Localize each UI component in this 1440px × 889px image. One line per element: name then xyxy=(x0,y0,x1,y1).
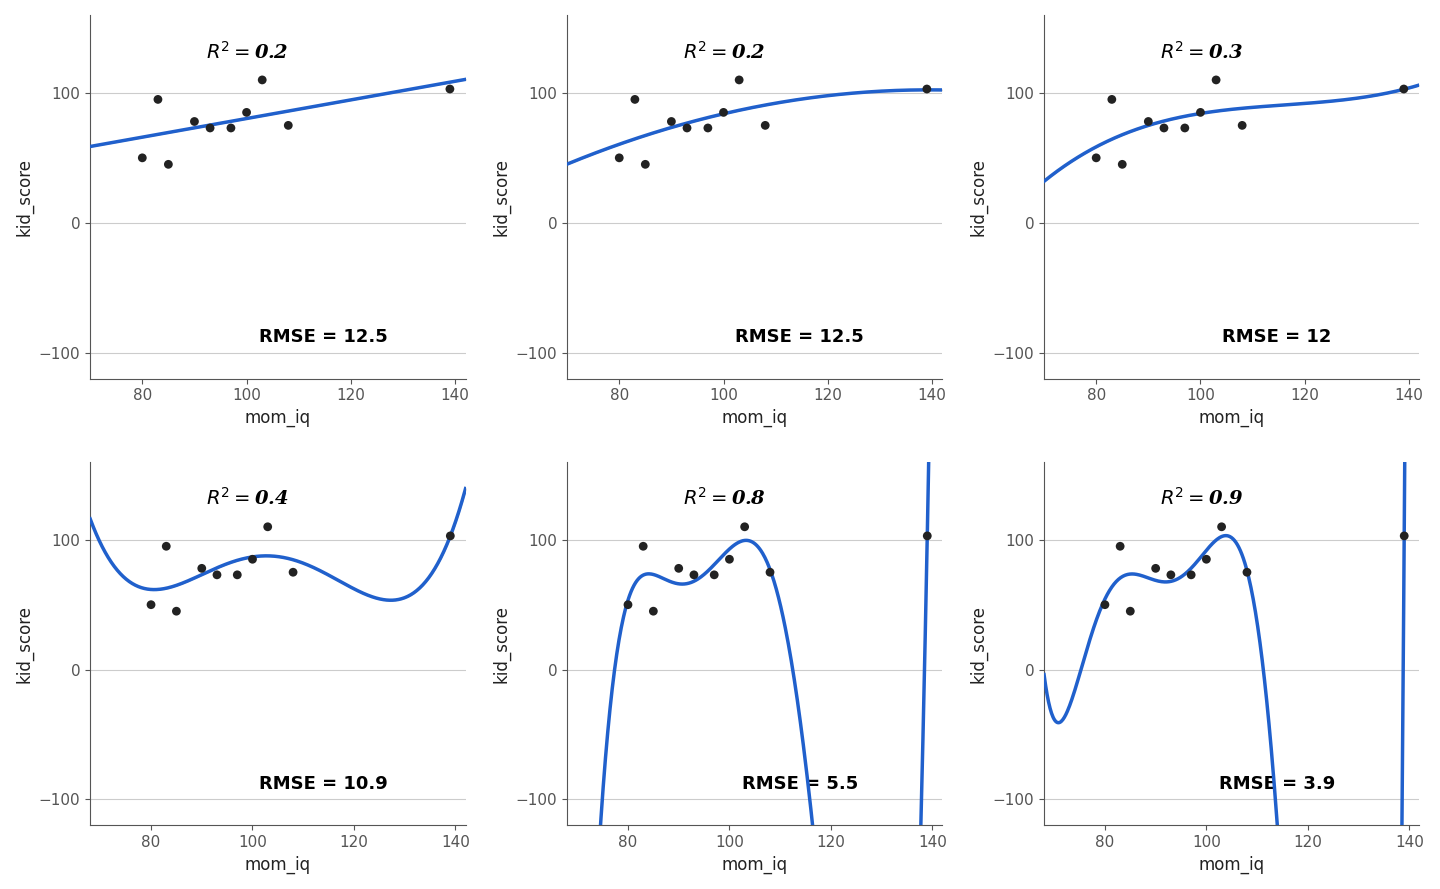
Point xyxy=(1119,605,1142,619)
Point xyxy=(753,118,776,132)
Point xyxy=(1236,565,1259,580)
Point xyxy=(1179,568,1202,582)
Y-axis label: kid_score: kid_score xyxy=(969,158,988,236)
Text: $\mathit{R}^2 = $0.4: $\mathit{R}^2 = $0.4 xyxy=(206,487,289,509)
Point xyxy=(703,568,726,582)
X-axis label: mom_iq: mom_iq xyxy=(721,409,788,427)
Text: $\mathit{R}^2 = $0.3: $\mathit{R}^2 = $0.3 xyxy=(1161,41,1243,62)
Point xyxy=(438,82,461,96)
Text: RMSE = 12.5: RMSE = 12.5 xyxy=(259,328,387,346)
Point xyxy=(634,157,657,172)
X-axis label: mom_iq: mom_iq xyxy=(721,856,788,874)
Text: $\mathit{R}^2 = $0.2: $\mathit{R}^2 = $0.2 xyxy=(684,41,766,62)
Point xyxy=(1231,118,1254,132)
Point xyxy=(624,92,647,107)
Point xyxy=(727,73,750,87)
Y-axis label: kid_score: kid_score xyxy=(492,605,510,683)
Text: RMSE = 5.5: RMSE = 5.5 xyxy=(742,774,858,793)
Point xyxy=(154,539,177,553)
Point xyxy=(251,73,274,87)
X-axis label: mom_iq: mom_iq xyxy=(245,409,311,427)
Point xyxy=(235,105,258,119)
Point xyxy=(226,568,249,582)
X-axis label: mom_iq: mom_iq xyxy=(1198,856,1264,874)
Text: RMSE = 10.9: RMSE = 10.9 xyxy=(259,774,387,793)
Point xyxy=(1210,520,1233,534)
Point xyxy=(131,151,154,165)
Point xyxy=(1392,82,1416,96)
Point xyxy=(439,529,462,543)
Point xyxy=(140,597,163,612)
Point xyxy=(632,539,655,553)
Point xyxy=(166,605,189,619)
Point xyxy=(759,565,782,580)
Y-axis label: kid_score: kid_score xyxy=(14,605,33,683)
Point xyxy=(1084,151,1107,165)
Point xyxy=(733,520,756,534)
Point xyxy=(616,597,639,612)
Point xyxy=(719,552,742,566)
Point xyxy=(1392,529,1416,543)
Point xyxy=(206,568,229,582)
Text: RMSE = 3.9: RMSE = 3.9 xyxy=(1218,774,1335,793)
Point xyxy=(711,105,734,119)
Point xyxy=(219,121,242,135)
Point xyxy=(1205,73,1228,87)
Point xyxy=(1159,568,1182,582)
Point xyxy=(276,118,300,132)
Point xyxy=(660,115,683,129)
Text: $\mathit{R}^2 = $0.2: $\mathit{R}^2 = $0.2 xyxy=(206,41,289,62)
Point xyxy=(190,561,213,575)
Point xyxy=(256,520,279,534)
X-axis label: mom_iq: mom_iq xyxy=(245,856,311,874)
Point xyxy=(1174,121,1197,135)
Point xyxy=(240,552,264,566)
Point xyxy=(1145,561,1168,575)
Point xyxy=(675,121,698,135)
Text: RMSE = 12.5: RMSE = 12.5 xyxy=(736,328,864,346)
Point xyxy=(916,529,939,543)
Point xyxy=(147,92,170,107)
Point xyxy=(667,561,690,575)
Y-axis label: kid_score: kid_score xyxy=(492,158,510,236)
Point xyxy=(608,151,631,165)
Point xyxy=(282,565,305,580)
Text: $\mathit{R}^2 = $0.9: $\mathit{R}^2 = $0.9 xyxy=(1161,487,1244,509)
Point xyxy=(183,115,206,129)
Text: $\mathit{R}^2 = $0.8: $\mathit{R}^2 = $0.8 xyxy=(684,487,766,509)
Point xyxy=(1093,597,1116,612)
Point xyxy=(1195,552,1218,566)
Point xyxy=(1100,92,1123,107)
Point xyxy=(916,82,939,96)
Point xyxy=(1109,539,1132,553)
Point xyxy=(1189,105,1212,119)
Point xyxy=(199,121,222,135)
Text: RMSE = 12: RMSE = 12 xyxy=(1223,328,1332,346)
Y-axis label: kid_score: kid_score xyxy=(969,605,988,683)
Point xyxy=(697,121,720,135)
Point xyxy=(1152,121,1175,135)
Point xyxy=(1136,115,1159,129)
Point xyxy=(157,157,180,172)
X-axis label: mom_iq: mom_iq xyxy=(1198,409,1264,427)
Y-axis label: kid_score: kid_score xyxy=(14,158,33,236)
Point xyxy=(642,605,665,619)
Point xyxy=(683,568,706,582)
Point xyxy=(1110,157,1133,172)
